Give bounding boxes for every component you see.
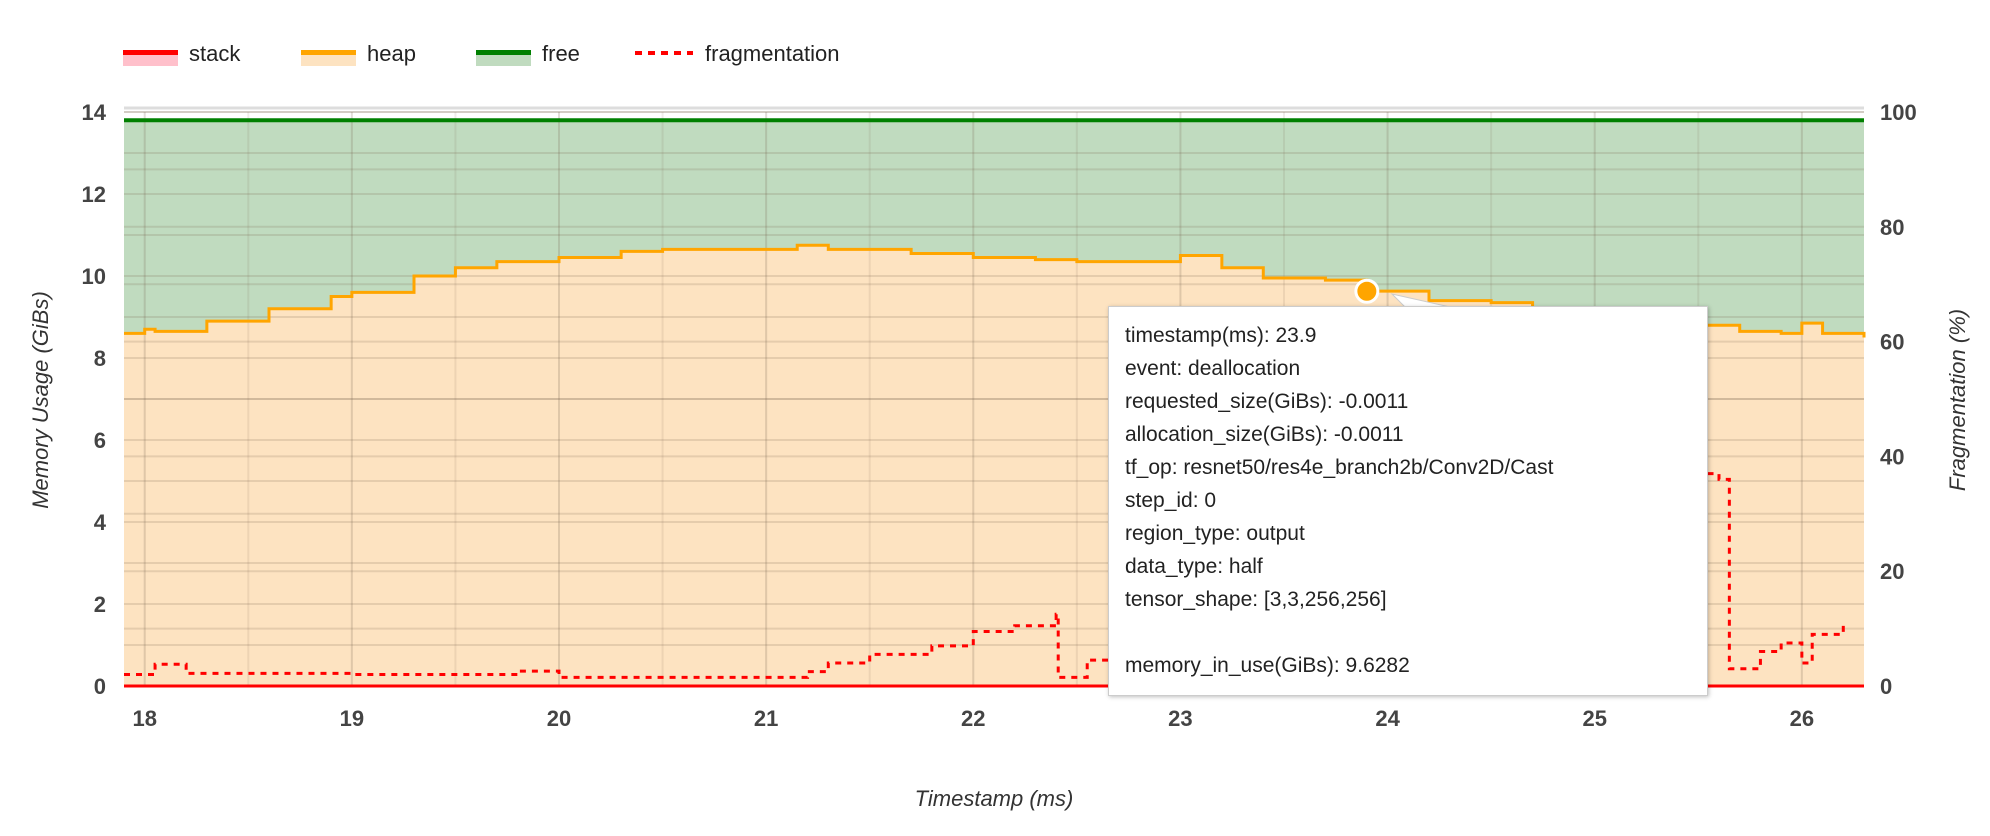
y2-tick-label: 100	[1880, 100, 1917, 125]
legend-swatch-heap	[301, 53, 356, 66]
y-tick-label: 14	[82, 100, 107, 125]
tooltip-line: memory_in_use(GiBs): 9.6282	[1125, 654, 1410, 677]
fragmentation-line	[124, 472, 1845, 679]
tooltip-line: region_type: output	[1125, 522, 1305, 545]
tooltip-line	[1125, 616, 1691, 649]
tooltip-line: data_type: half	[1125, 555, 1263, 578]
tooltip-line: tensor_shape: [3,3,256,256]	[1125, 588, 1387, 611]
legend-line-heap	[301, 50, 356, 55]
tooltip-line: step_id: 0	[1125, 489, 1217, 512]
hover-marker[interactable]	[1354, 278, 1380, 304]
tooltip-line: requested_size(GiBs): -0.0011	[1125, 390, 1409, 413]
y2-axis-label: Fragmentation (%)	[1945, 309, 1970, 491]
y-tick-label: 6	[94, 428, 106, 453]
tooltip-line: timestamp(ms): 23.9	[1125, 324, 1317, 347]
ticks: 18 19 20 21 22 23 24 25 260246810121402040608010…	[82, 100, 1917, 731]
y2-tick-label: 20	[1880, 559, 1904, 584]
tooltip-line: event: deallocation	[1125, 357, 1301, 380]
highlight-point	[1354, 278, 1380, 304]
legend-swatch-free	[476, 53, 531, 66]
y2-tick-label: 0	[1880, 674, 1892, 699]
y-tick-label: 8	[94, 346, 106, 371]
y-tick-label: 2	[94, 592, 106, 617]
x-tick-label: 24	[1375, 706, 1400, 731]
y-tick-label: 0	[94, 674, 106, 699]
x-tick-label: 21	[754, 706, 778, 731]
x-tick-label: 20	[547, 706, 571, 731]
y-tick-label: 4	[94, 510, 107, 535]
legend-label-heap: heap	[367, 41, 416, 66]
y2-tick-label: 80	[1880, 215, 1904, 240]
legend-line-free	[476, 50, 531, 55]
x-tick-label: 23	[1168, 706, 1192, 731]
x-tick-label: 22	[961, 706, 985, 731]
y2-tick-label: 40	[1880, 444, 1904, 469]
tooltip-line: allocation_size(GiBs): -0.0011	[1125, 423, 1404, 446]
x-tick-label: 19	[340, 706, 364, 731]
x-tick-label: 25	[1582, 706, 1606, 731]
legend-label-free: free	[542, 41, 580, 66]
x-tick-label: 18	[132, 706, 156, 731]
legend-label-stack: stack	[189, 41, 241, 66]
legend-swatch-stack	[123, 53, 178, 66]
x-axis-label: Timestamp (ms)	[915, 786, 1074, 811]
x-tick-label: 26	[1790, 706, 1814, 731]
y-axis-label: Memory Usage (GiBs)	[28, 291, 53, 509]
legend[interactable]: stack heap free fragmentation	[123, 41, 840, 66]
legend-label-fragmentation: fragmentation	[705, 41, 840, 66]
legend-line-stack	[123, 50, 178, 55]
y2-tick-label: 60	[1880, 330, 1904, 355]
y-tick-label: 10	[82, 264, 106, 289]
y-tick-label: 12	[82, 182, 106, 207]
tooltip-line: tf_op: resnet50/res4e_branch2b/Conv2D/Ca…	[1125, 456, 1554, 479]
tooltip: timestamp(ms): 23.9 event: deallocation re…	[1108, 306, 1708, 696]
